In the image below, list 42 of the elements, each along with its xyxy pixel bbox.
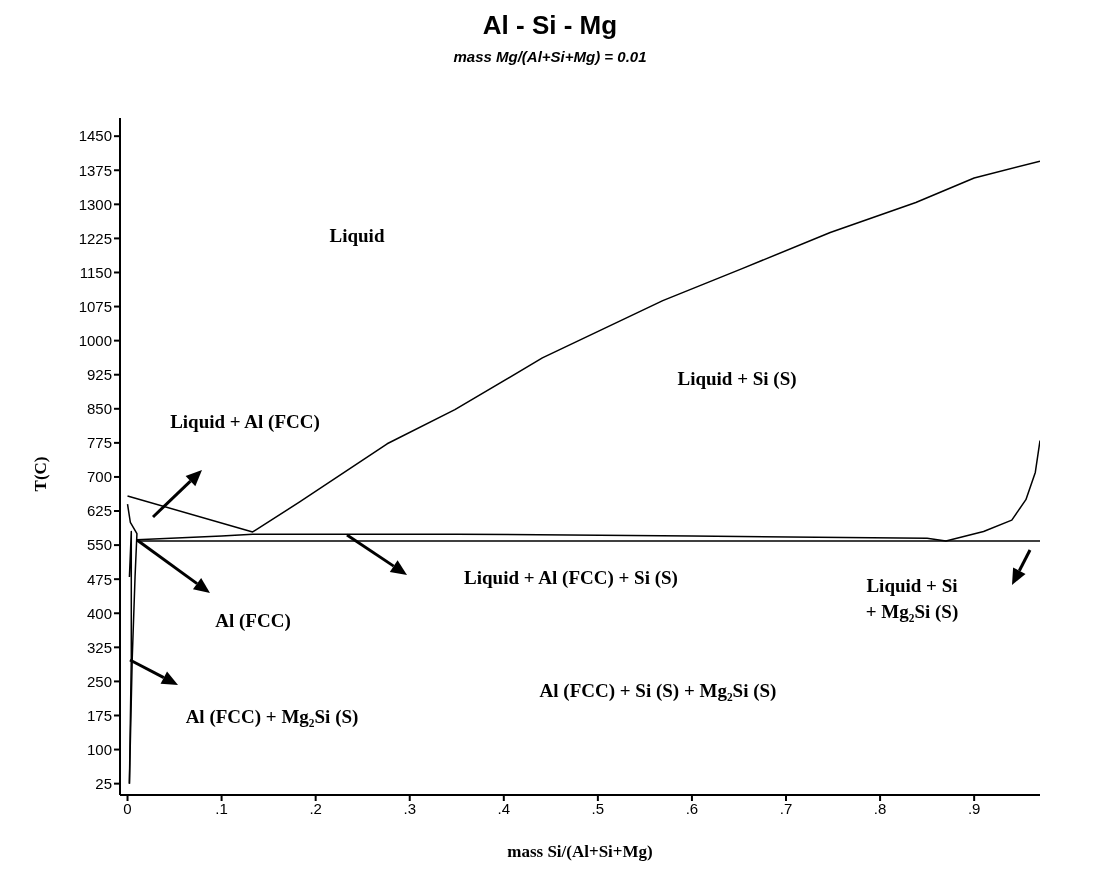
x-tick-label: .2 <box>309 799 322 817</box>
y-tick-label: 850 <box>86 400 112 418</box>
annotation: Al (FCC) <box>215 610 291 632</box>
y-tick-label: 1450 <box>78 127 112 145</box>
x-tick-label: .1 <box>215 799 228 817</box>
annotation: Al (FCC) + Si (S) + Mg₂Si (S) <box>539 680 777 702</box>
y-tick-label: 25 <box>95 774 112 792</box>
y-tick-label: 400 <box>86 604 112 622</box>
y-tick-label: 925 <box>86 366 112 384</box>
x-tick-label: .5 <box>591 799 605 817</box>
y-tick-label: 550 <box>86 536 112 554</box>
y-tick-label: 1000 <box>78 331 112 349</box>
y-tick-label: 175 <box>86 706 112 724</box>
y-tick-label: 1375 <box>78 161 112 179</box>
chart-subtitle: mass Mg/(Al+Si+Mg) = 0.01 <box>452 48 648 65</box>
y-tick-label: 700 <box>86 468 112 486</box>
y-tick-label: 1075 <box>78 297 112 315</box>
annotation: Al (FCC) + Mg₂Si (S) <box>185 706 359 728</box>
annotation: Liquid + Si (S) <box>677 368 797 390</box>
annotation: Liquid <box>329 225 385 246</box>
y-tick-label: 625 <box>86 502 112 520</box>
x-axis-title: mass Si/(Al+Si+Mg) <box>507 842 653 862</box>
x-tick-label: 0 <box>123 799 132 817</box>
y-tick-label: 100 <box>86 740 112 758</box>
y-tick-label: 1225 <box>78 229 112 247</box>
x-tick-label: .4 <box>497 799 511 817</box>
y-tick-label: 1150 <box>79 263 112 281</box>
y-tick-label: 1300 <box>78 195 112 213</box>
y-tick-label: 325 <box>86 638 112 656</box>
x-tick-label: .3 <box>403 799 416 817</box>
chart-title: Al - Si - Mg <box>481 10 619 41</box>
annotation: Liquid + Al (FCC) + Si (S) <box>464 567 678 589</box>
x-tick-label: .9 <box>967 799 981 817</box>
x-tick-label: .6 <box>685 799 699 817</box>
y-axis-title: T(C) <box>31 456 51 492</box>
x-tick-label: .8 <box>873 799 887 817</box>
x-tick-label: .7 <box>779 799 793 817</box>
annotation: Liquid + Si + Mg₂Si (S) <box>865 575 959 623</box>
y-tick-label: 475 <box>86 570 112 588</box>
y-tick-label: 775 <box>86 434 112 452</box>
y-tick-label: 250 <box>86 672 112 690</box>
annotation: Liquid + Al (FCC) <box>170 411 320 433</box>
